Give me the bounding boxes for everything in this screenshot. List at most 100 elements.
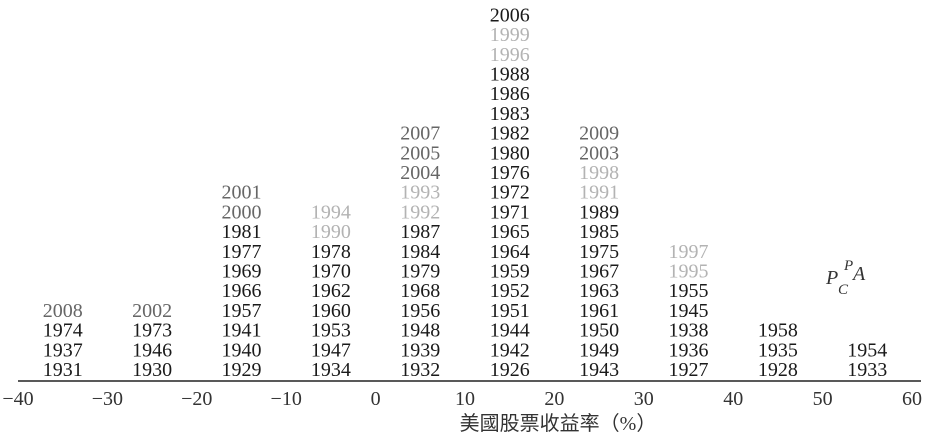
- year-label: 1937: [43, 339, 83, 361]
- year-label: 1960: [311, 300, 351, 322]
- year-label: 1971: [490, 201, 530, 223]
- year-label: 1936: [669, 339, 709, 361]
- year-label: 1941: [222, 320, 262, 342]
- year-label: 1954: [847, 339, 887, 361]
- x-tick-label: 0: [371, 388, 381, 410]
- year-label: 1988: [490, 64, 530, 86]
- year-label: 1946: [132, 339, 172, 361]
- annotation-base: P: [825, 267, 838, 289]
- year-label: 1947: [311, 339, 351, 361]
- year-label: 1931: [43, 359, 83, 381]
- year-label: 1987: [400, 221, 440, 243]
- year-label: 1948: [400, 320, 440, 342]
- annotation-tail: A: [851, 263, 866, 285]
- year-label: 1967: [579, 261, 619, 283]
- year-label: 1953: [311, 320, 351, 342]
- year-label: 2006: [490, 4, 530, 26]
- year-label: 1957: [222, 300, 262, 322]
- year-label: 1962: [311, 280, 351, 302]
- x-tick-label: 10: [455, 388, 475, 410]
- year-label: 1942: [490, 339, 530, 361]
- x-tick-label: −20: [181, 388, 212, 410]
- year-label: 1949: [579, 339, 619, 361]
- year-label: 1968: [400, 280, 440, 302]
- x-tick-label: 50: [813, 388, 833, 410]
- bin-stack: 1926194219441951195219591964196519711972…: [490, 4, 530, 381]
- annotation-superscript: P: [843, 258, 853, 274]
- year-label: 1938: [669, 320, 709, 342]
- year-label: 1991: [579, 182, 619, 204]
- year-label: 1940: [222, 339, 262, 361]
- year-label: 1986: [490, 83, 530, 105]
- year-label: 2008: [43, 300, 83, 322]
- year-label: 1970: [311, 261, 351, 283]
- year-label: 1933: [847, 359, 887, 381]
- year-label: 1950: [579, 320, 619, 342]
- x-axis-label: 美國股票收益率（%）: [460, 412, 657, 435]
- year-label: 1973: [132, 320, 172, 342]
- year-label: 1972: [490, 182, 530, 204]
- year-label: 1951: [490, 300, 530, 322]
- year-label: 1975: [579, 241, 619, 263]
- year-label: 1958: [758, 320, 798, 342]
- year-label: 1945: [669, 300, 709, 322]
- x-tick-label: −10: [271, 388, 302, 410]
- year-label: 1959: [490, 261, 530, 283]
- bin-stack: 1943194919501961196319671975198519891991…: [579, 123, 619, 381]
- year-label: 1978: [311, 241, 351, 263]
- year-label: 1980: [490, 142, 530, 164]
- year-label: 1990: [311, 221, 351, 243]
- year-label: 1955: [669, 280, 709, 302]
- year-label: 1935: [758, 339, 798, 361]
- year-label: 1999: [490, 24, 530, 46]
- year-label: 1984: [400, 241, 440, 263]
- pcpa-annotation: P C P A: [825, 258, 866, 298]
- year-label: 1928: [758, 359, 798, 381]
- year-label: 1993: [400, 182, 440, 204]
- year-label: 1939: [400, 339, 440, 361]
- year-label: 1982: [490, 123, 530, 145]
- year-label: 1994: [311, 201, 351, 223]
- x-tick-label: −40: [2, 388, 33, 410]
- year-label: 2004: [400, 162, 440, 184]
- x-tick-label: 30: [634, 388, 654, 410]
- year-label: 2003: [579, 142, 619, 164]
- year-label: 1927: [669, 359, 709, 381]
- year-label: 1961: [579, 300, 619, 322]
- year-label: 2002: [132, 300, 172, 322]
- year-label: 1977: [222, 241, 262, 263]
- year-label: 1998: [579, 162, 619, 184]
- year-label: 2009: [579, 123, 619, 145]
- year-label: 1934: [311, 359, 351, 381]
- year-label: 1929: [222, 359, 262, 381]
- year-label: 1976: [490, 162, 530, 184]
- year-label: 1974: [43, 320, 83, 342]
- year-label: 2000: [222, 201, 262, 223]
- x-tick-label: 40: [723, 388, 743, 410]
- year-label: 1981: [222, 221, 262, 243]
- year-label: 1952: [490, 280, 530, 302]
- year-label: 1966: [222, 280, 262, 302]
- year-label: 1963: [579, 280, 619, 302]
- year-label: 1956: [400, 300, 440, 322]
- year-label: 1989: [579, 201, 619, 223]
- year-label: 1996: [490, 44, 530, 66]
- year-label: 1930: [132, 359, 172, 381]
- year-label: 1992: [400, 201, 440, 223]
- year-label: 1995: [669, 261, 709, 283]
- year-label: 1926: [490, 359, 530, 381]
- year-label: 1997: [669, 241, 709, 263]
- year-label: 1943: [579, 359, 619, 381]
- x-tick-label: 20: [544, 388, 564, 410]
- year-label: 1964: [490, 241, 530, 263]
- year-label: 1969: [222, 261, 262, 283]
- year-label: 2001: [222, 182, 262, 204]
